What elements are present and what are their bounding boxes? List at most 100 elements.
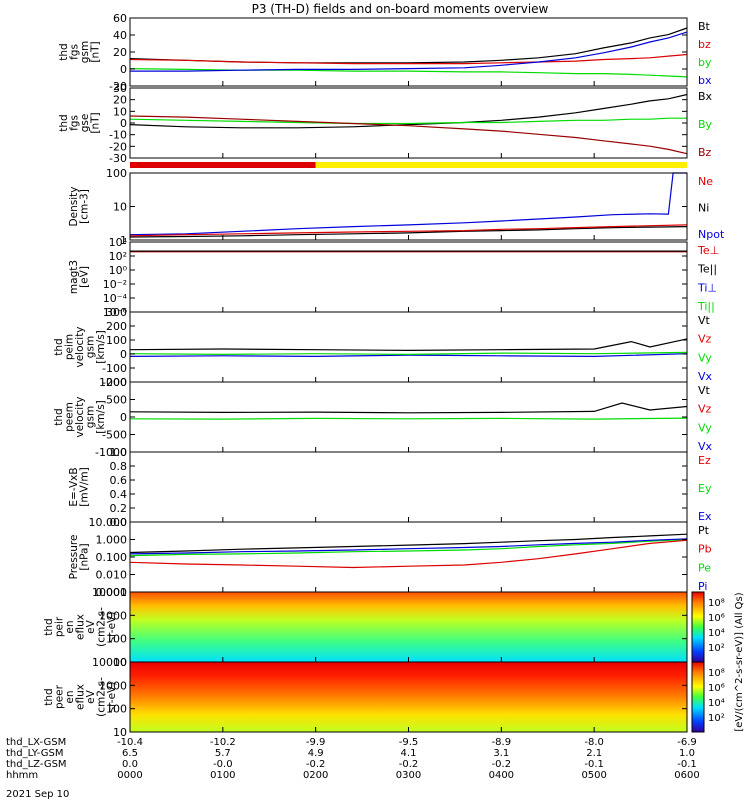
legend-pe: Pe xyxy=(698,561,711,574)
y-axis-label: thd xyxy=(58,43,70,60)
y-axis-label: E=-VxB xyxy=(68,467,80,506)
panel-frame xyxy=(129,172,688,241)
legend-pb: Pb xyxy=(698,543,712,556)
colorbar-tick-label: 10⁸ xyxy=(708,598,725,609)
y-tick-label: 0.001 xyxy=(96,586,128,599)
y-tick-label: 0 xyxy=(120,348,127,361)
y-tick-label: 100 xyxy=(106,334,127,347)
y-axis-label: peem xyxy=(64,402,76,432)
y-tick-label: -200 xyxy=(102,376,127,389)
series-line-pi xyxy=(129,538,688,555)
colorbar-tick-label: 10⁶ xyxy=(708,613,725,624)
y-axis-label: gsm xyxy=(79,41,91,63)
series-line-by xyxy=(129,68,688,78)
x-row-value: -0.1 xyxy=(677,759,697,770)
panel-frame xyxy=(129,521,688,593)
y-tick-label: 10⁻⁶ xyxy=(103,306,128,319)
x-row-value: -9.9 xyxy=(306,737,326,748)
colorbar-tick-label: 10² xyxy=(708,713,725,724)
y-tick-label: 100 xyxy=(106,703,127,716)
y-axis-label: fgs xyxy=(69,115,81,131)
y-axis-label: velocity xyxy=(74,396,86,437)
series-line-bt xyxy=(129,27,688,64)
panel-efield: 1.00.80.60.40.20.0 E=-VxB[mV/m] Ez Ey Ex xyxy=(68,446,712,529)
y-axis-label: en xyxy=(64,620,76,633)
y-tick-label: 1 xyxy=(120,234,127,247)
panel-density: 100 10 1 Density[cm-3] Ne Ni Npot xyxy=(68,167,725,247)
y-axis-label: [km/s] xyxy=(95,400,107,434)
colorbar-tick-label: 10⁸ xyxy=(708,668,725,679)
x-row-label: hhmm xyxy=(6,770,38,781)
legend-pt: Pt xyxy=(698,524,710,537)
x-row-value: 0200 xyxy=(303,770,328,781)
series-line-vt xyxy=(129,338,688,352)
legend-npot: Npot xyxy=(698,228,725,241)
x-row-value: 6.5 xyxy=(122,748,138,759)
x-row-value: 0000 xyxy=(117,770,142,781)
legend-ni: Ni xyxy=(698,202,709,215)
x-row-value: -8.9 xyxy=(492,737,512,748)
y-tick-label: 0.6 xyxy=(110,474,128,487)
y-axis-label: eflux xyxy=(75,614,87,640)
x-row-label: thd_LZ-GSM xyxy=(6,759,67,770)
y-tick-label: 100 xyxy=(106,633,127,646)
legend-vy: Vy xyxy=(698,421,712,434)
y-axis-label: [km/s] xyxy=(95,330,107,364)
x-row-value: 0600 xyxy=(674,770,699,781)
y-axis-label: velocity xyxy=(74,326,86,367)
legend-bt: Bt xyxy=(698,20,711,33)
y-tick-label: 10 xyxy=(113,201,127,214)
y-axis-label: sr-eV) xyxy=(106,682,118,713)
mode-bar-red xyxy=(130,162,316,168)
y-axis-label: magt3 xyxy=(68,260,80,294)
x-row-value: 3.1 xyxy=(493,748,509,759)
y-tick-label: 40 xyxy=(113,29,127,42)
y-tick-label: 1.0 xyxy=(110,446,128,459)
x-row-value: -0.2 xyxy=(492,759,512,770)
y-tick-label: 1000 xyxy=(99,376,127,389)
series-line-vy xyxy=(129,417,688,420)
y-tick-label: -500 xyxy=(102,429,127,442)
y-tick-label: -20 xyxy=(109,140,127,153)
y-axis-label: [cm-3] xyxy=(79,189,91,224)
y-axis-label: gse xyxy=(79,114,91,133)
y-tick-label: 10⁰ xyxy=(109,264,128,277)
series-line-bz xyxy=(129,115,688,155)
y-tick-label: 1.000 xyxy=(96,534,128,547)
mode-bar-yellow xyxy=(315,162,687,168)
y-axis-label: fgs xyxy=(69,44,81,60)
y-axis-label: [mV/m] xyxy=(79,467,91,506)
y-axis-label: eflux xyxy=(75,684,87,710)
x-row-label: thd_LY-GSM xyxy=(6,748,63,759)
colorbar-tick-label: 10⁴ xyxy=(708,698,725,709)
legend-bz: Bz xyxy=(698,146,712,159)
series-line-bx xyxy=(129,93,688,129)
y-tick-label: 0.4 xyxy=(110,488,128,501)
y-tick-label: 10² xyxy=(109,250,127,263)
y-tick-label: 0.8 xyxy=(110,460,128,473)
mode-bar xyxy=(130,162,687,168)
y-tick-label: 200 xyxy=(106,320,127,333)
y-tick-label: 10 xyxy=(113,105,127,118)
legend-bx: bx xyxy=(698,74,712,87)
x-row-value: -0.0 xyxy=(213,759,233,770)
x-row-value: 0500 xyxy=(581,770,606,781)
legend-ti||: Ti|| xyxy=(697,300,715,313)
x-row-label: thd_LX-GSM xyxy=(6,737,66,748)
series-line-vy xyxy=(129,351,688,356)
x-row-value: -10.2 xyxy=(210,737,236,748)
y-axis-label: gsm xyxy=(85,336,97,358)
y-axis-label: thd xyxy=(58,114,70,131)
colorbar-tick-label: 10² xyxy=(708,643,725,654)
series-line-vx xyxy=(129,353,688,358)
legend-te⊥: Te⊥ xyxy=(697,244,719,257)
y-axis-label: [nT] xyxy=(90,112,102,133)
colorbar-group: 10⁸ 10⁶ 10⁴ 10² 10⁸ 10⁶ 10⁴ 10² [eV/(cm^2-s-sr-e… xyxy=(691,591,745,733)
panel-peer: 10000 1000 100 10 thdpeerenefluxeV(cm2-s-sr-… xyxy=(43,656,688,739)
y-tick-label: 10 xyxy=(113,656,127,669)
x-row-value: 4.9 xyxy=(308,748,324,759)
